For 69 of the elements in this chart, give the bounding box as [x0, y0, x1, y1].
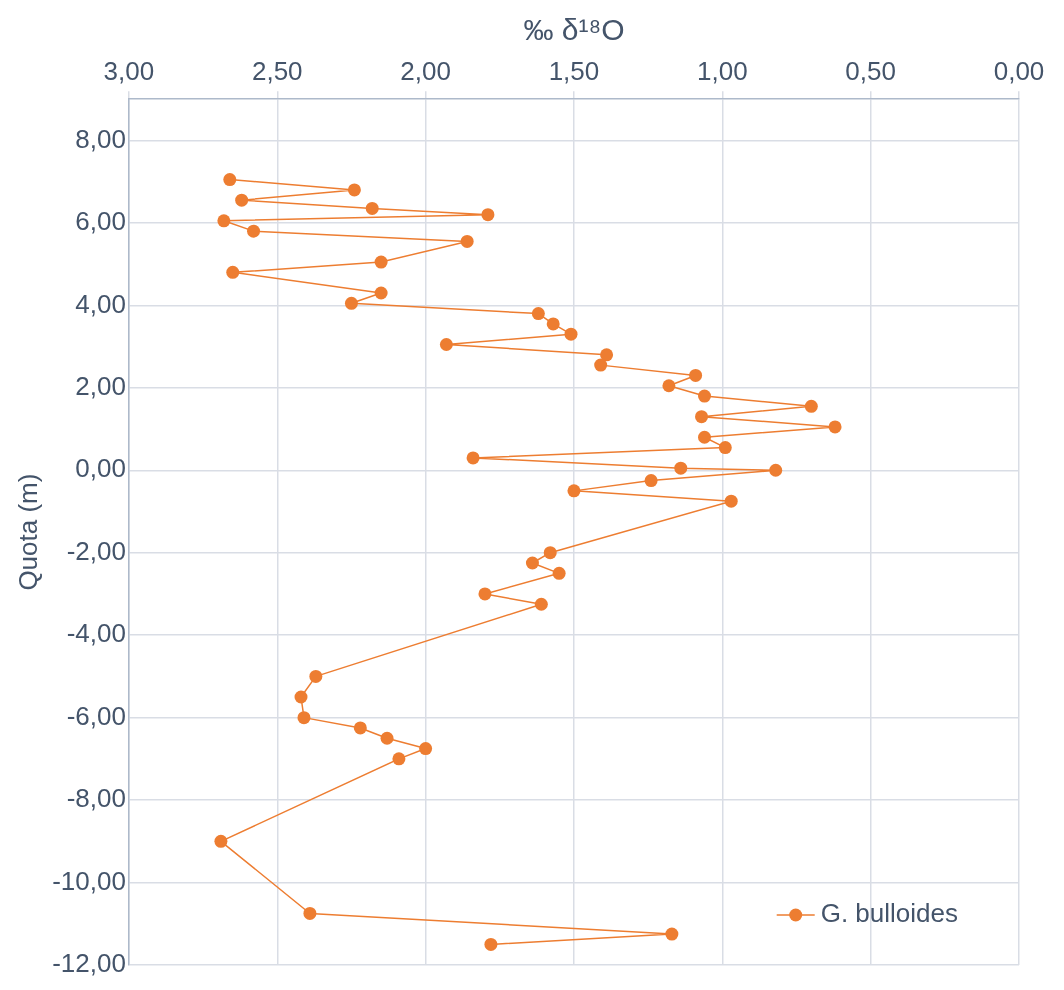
- point: [724, 494, 738, 508]
- point: [344, 296, 358, 310]
- point: [689, 368, 703, 382]
- point: [698, 389, 712, 403]
- point: [567, 484, 581, 498]
- point: [392, 752, 406, 766]
- point: [347, 183, 361, 197]
- point: [294, 690, 308, 704]
- y-tick-label: -2,00: [66, 535, 126, 566]
- point: [698, 430, 712, 444]
- point: [374, 255, 388, 269]
- point: [564, 327, 578, 341]
- y-tick-label: 6,00: [75, 206, 126, 237]
- point: [303, 906, 317, 920]
- point: [531, 307, 545, 321]
- y-tick-label: 8,00: [75, 123, 126, 154]
- point: [353, 721, 367, 735]
- y-tick-label: 2,00: [75, 370, 126, 401]
- point: [484, 937, 498, 951]
- point: [543, 546, 557, 560]
- point: [674, 461, 688, 475]
- point: [534, 597, 548, 611]
- y-tick-label: -6,00: [66, 700, 126, 731]
- point: [365, 201, 379, 215]
- y-tick-label: -4,00: [66, 618, 126, 649]
- y-tick-label: -12,00: [52, 948, 126, 979]
- x-tick-label: 2,50: [251, 55, 303, 86]
- y-tick-label: 4,00: [75, 288, 126, 319]
- point: [804, 399, 818, 413]
- point: [217, 214, 231, 228]
- x-tick-label: 0,50: [845, 55, 896, 86]
- y-tick-label: -10,00: [52, 865, 126, 896]
- point: [718, 441, 732, 455]
- point: [525, 556, 539, 570]
- point: [481, 208, 495, 222]
- point: [223, 173, 237, 187]
- point: [374, 286, 388, 300]
- point: [828, 420, 842, 434]
- point: [478, 587, 492, 601]
- point: [662, 379, 676, 393]
- point: [439, 338, 453, 352]
- point: [214, 834, 228, 848]
- point: [419, 742, 433, 756]
- y-axis-title: Quota (m): [12, 473, 43, 591]
- point: [665, 927, 679, 941]
- x-tick-label: 1,50: [548, 55, 600, 86]
- point: [466, 451, 480, 465]
- x-tick-label: 2,00: [400, 55, 451, 86]
- point: [247, 224, 261, 238]
- y-tick-label: -8,00: [66, 783, 126, 814]
- x-tick-label: 3,00: [103, 55, 155, 86]
- point: [309, 669, 323, 683]
- y-tick-label: 0,00: [75, 453, 126, 484]
- point: [594, 358, 608, 372]
- point: [297, 711, 311, 725]
- legend-label: G. bulloides: [820, 898, 959, 929]
- point: [600, 348, 614, 362]
- point: [235, 193, 249, 207]
- x-tick-label: 1,00: [697, 55, 748, 86]
- point: [695, 410, 709, 424]
- point: [644, 474, 658, 488]
- point: [226, 265, 240, 279]
- point: [552, 566, 566, 580]
- point: [380, 731, 394, 745]
- point: [460, 234, 474, 248]
- point: [769, 463, 783, 477]
- x-axis-title: ‰ δ¹⁸O: [523, 13, 625, 47]
- x-tick-label: 0,00: [993, 55, 1045, 86]
- point: [546, 317, 560, 331]
